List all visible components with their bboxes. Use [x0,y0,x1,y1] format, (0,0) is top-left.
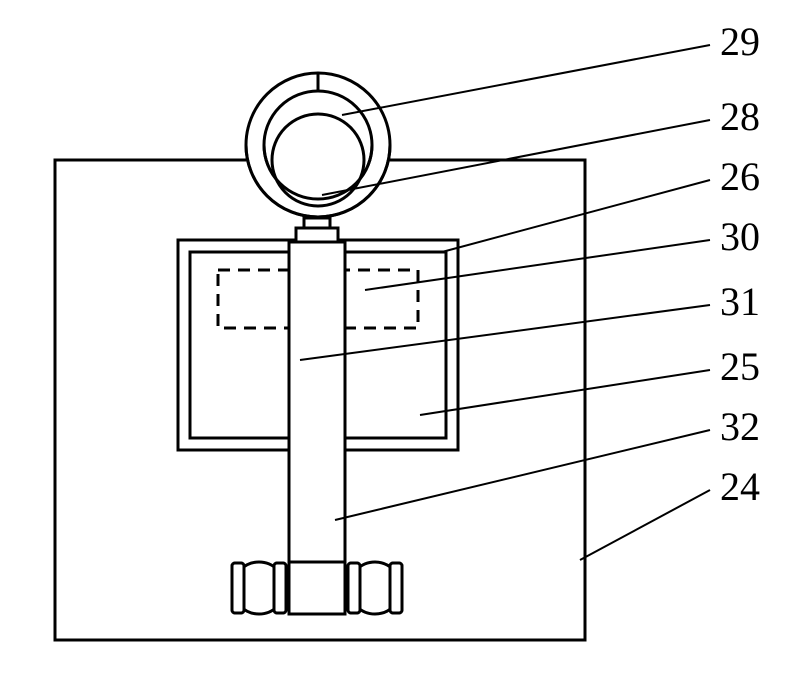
label-l25: 25 [720,344,760,389]
label-l29: 29 [720,19,760,64]
label-l28: 28 [720,94,760,139]
label-l30: 30 [720,214,760,259]
label-l31: 31 [720,279,760,324]
label-l24: 24 [720,464,760,509]
leader-ld29 [342,45,710,115]
label-l26: 26 [720,154,760,199]
ball [272,114,364,206]
bottom-block [289,562,345,614]
label-l32: 32 [720,404,760,449]
leader-ld24 [580,490,710,560]
